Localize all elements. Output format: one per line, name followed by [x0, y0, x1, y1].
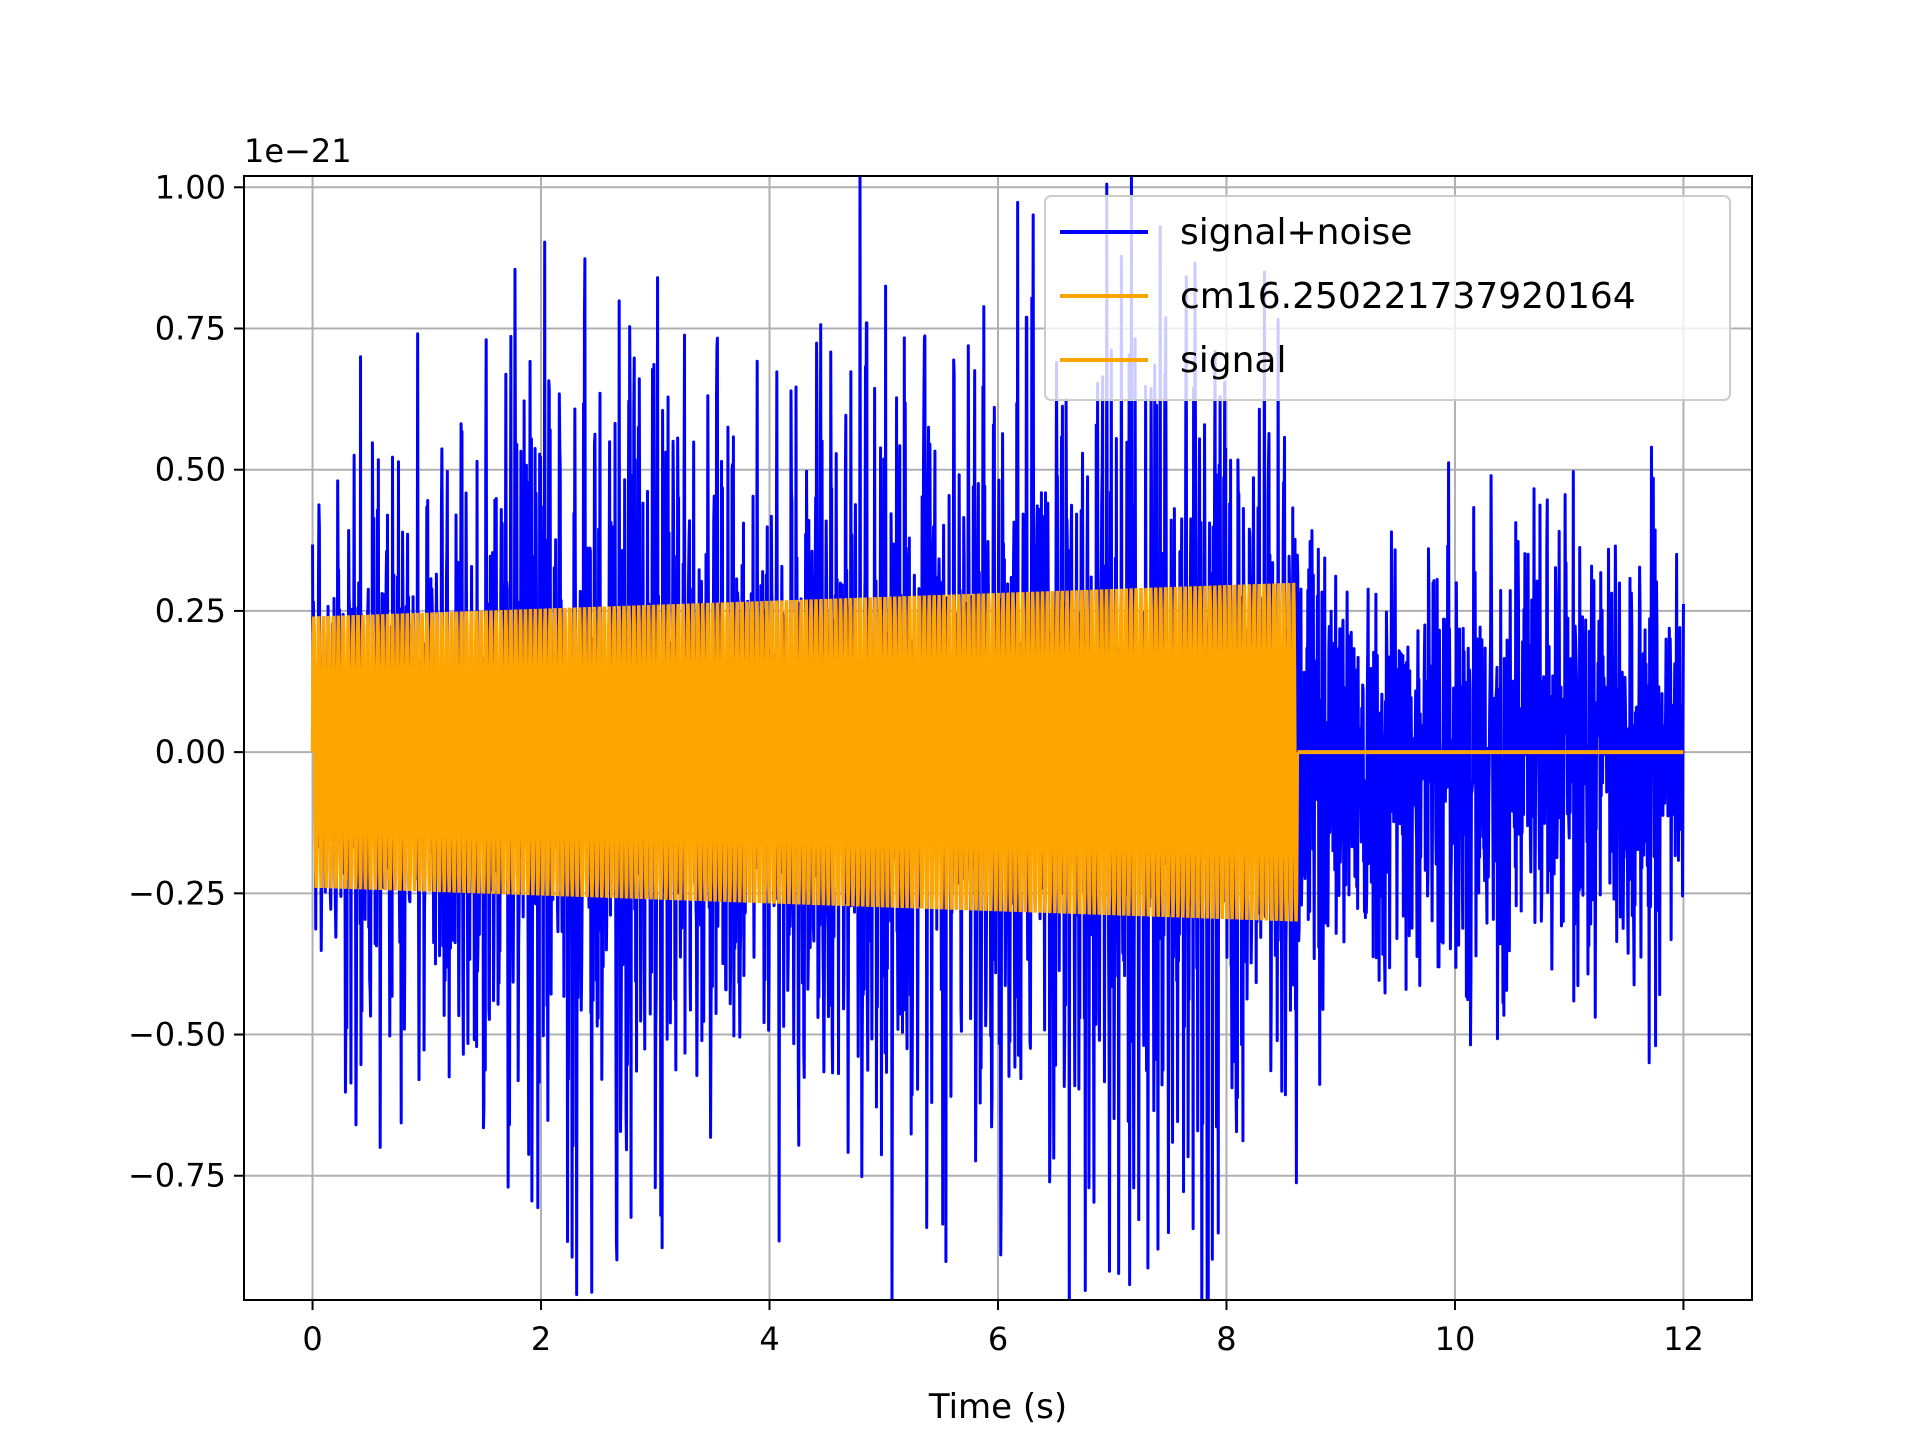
legend-label-cm16: cm16.250221737920164: [1180, 276, 1636, 317]
y-offset-text: 1e−21: [244, 132, 352, 170]
y-axis: 1.00 0.75 0.50 0.25 0.00 −0.25 −0.50 −0.75: [128, 168, 244, 1195]
y-tick-label: 0.00: [155, 733, 226, 771]
legend-box: [1044, 195, 1731, 401]
legend-label-signal-noise: signal+noise: [1180, 212, 1412, 253]
y-tick-label: 0.25: [155, 592, 226, 630]
x-tick-label: 10: [1435, 1320, 1476, 1358]
x-tick-label: 0: [302, 1320, 322, 1358]
legend-label-signal: signal: [1180, 340, 1287, 381]
y-tick-label: 0.50: [155, 451, 226, 489]
x-tick-label: 8: [1216, 1320, 1236, 1358]
y-tick-label: 1.00: [155, 168, 226, 206]
x-axis: 0 2 4 6 8 10 12: [302, 1300, 1704, 1358]
x-axis-label: Time (s): [928, 1387, 1067, 1427]
y-tick-label: −0.50: [128, 1016, 226, 1054]
y-tick-label: −0.25: [128, 874, 226, 912]
legend: signal+noise cm16.250221737920164 signal: [1044, 195, 1731, 401]
x-tick-label: 4: [759, 1320, 779, 1358]
x-tick-label: 6: [988, 1320, 1008, 1358]
series-layer: [310, 176, 1685, 1300]
x-tick-label: 12: [1663, 1320, 1704, 1358]
series-line-cm16: [310, 582, 1300, 922]
y-tick-label: 0.75: [155, 310, 226, 348]
x-tick-label: 2: [531, 1320, 551, 1358]
y-tick-label: −0.75: [128, 1157, 226, 1195]
